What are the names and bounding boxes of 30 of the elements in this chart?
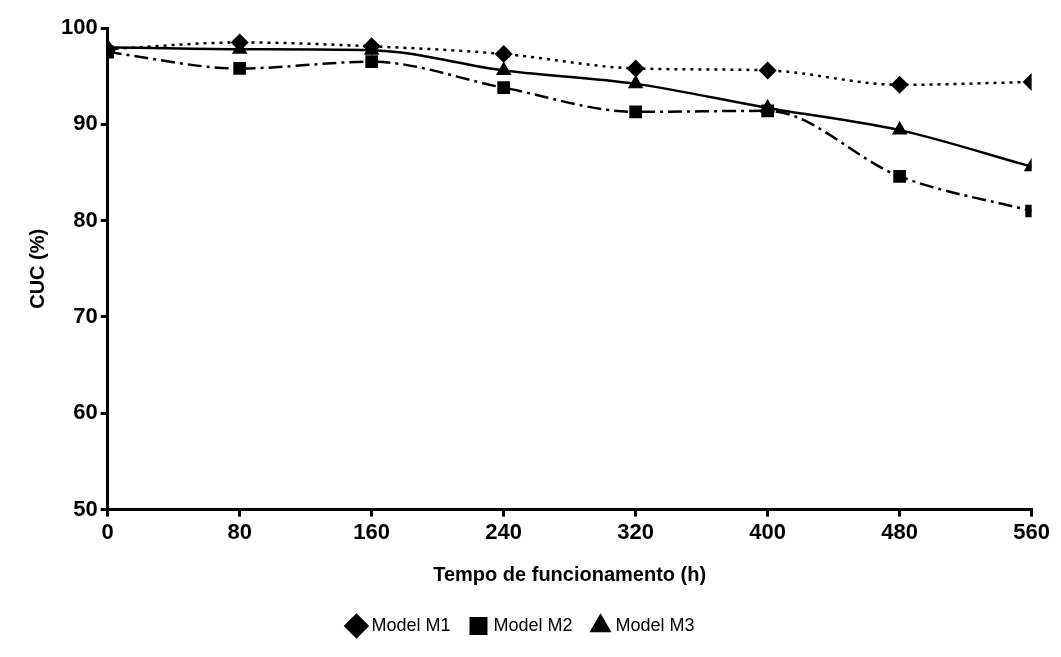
point bbox=[494, 45, 513, 64]
x-tick-label: 400 bbox=[749, 518, 787, 544]
x-tick-label: 160 bbox=[353, 518, 391, 544]
y-tick-label: 50 bbox=[73, 495, 98, 521]
x-axis-title: Tempo de funcionamento (h) bbox=[433, 562, 707, 585]
legend-label: Model M2 bbox=[493, 614, 573, 635]
y-tick-label: 70 bbox=[73, 303, 98, 329]
legend-label: Model M3 bbox=[615, 614, 695, 635]
y-tick-label: 80 bbox=[73, 206, 98, 232]
legend-label: Model M1 bbox=[371, 614, 451, 635]
y-tick-label: 100 bbox=[60, 14, 98, 40]
y-tick-label: 60 bbox=[73, 399, 98, 425]
point bbox=[629, 105, 643, 119]
y-axis-title: CUC (%) bbox=[25, 228, 48, 309]
point bbox=[365, 55, 379, 69]
y-tick-label: 90 bbox=[73, 110, 98, 136]
point bbox=[758, 61, 777, 80]
point bbox=[890, 75, 909, 94]
x-tick-label: 240 bbox=[485, 518, 523, 544]
x-tick-label: 0 bbox=[101, 518, 114, 544]
point bbox=[362, 37, 381, 56]
x-tick-label: 480 bbox=[881, 518, 919, 544]
x-tick-label: 80 bbox=[227, 518, 252, 544]
point bbox=[761, 104, 775, 118]
x-tick-label: 560 bbox=[1013, 518, 1051, 544]
point bbox=[233, 62, 247, 75]
point bbox=[893, 169, 907, 183]
x-tick-label: 320 bbox=[617, 518, 655, 544]
point bbox=[497, 81, 511, 95]
point bbox=[626, 59, 645, 78]
